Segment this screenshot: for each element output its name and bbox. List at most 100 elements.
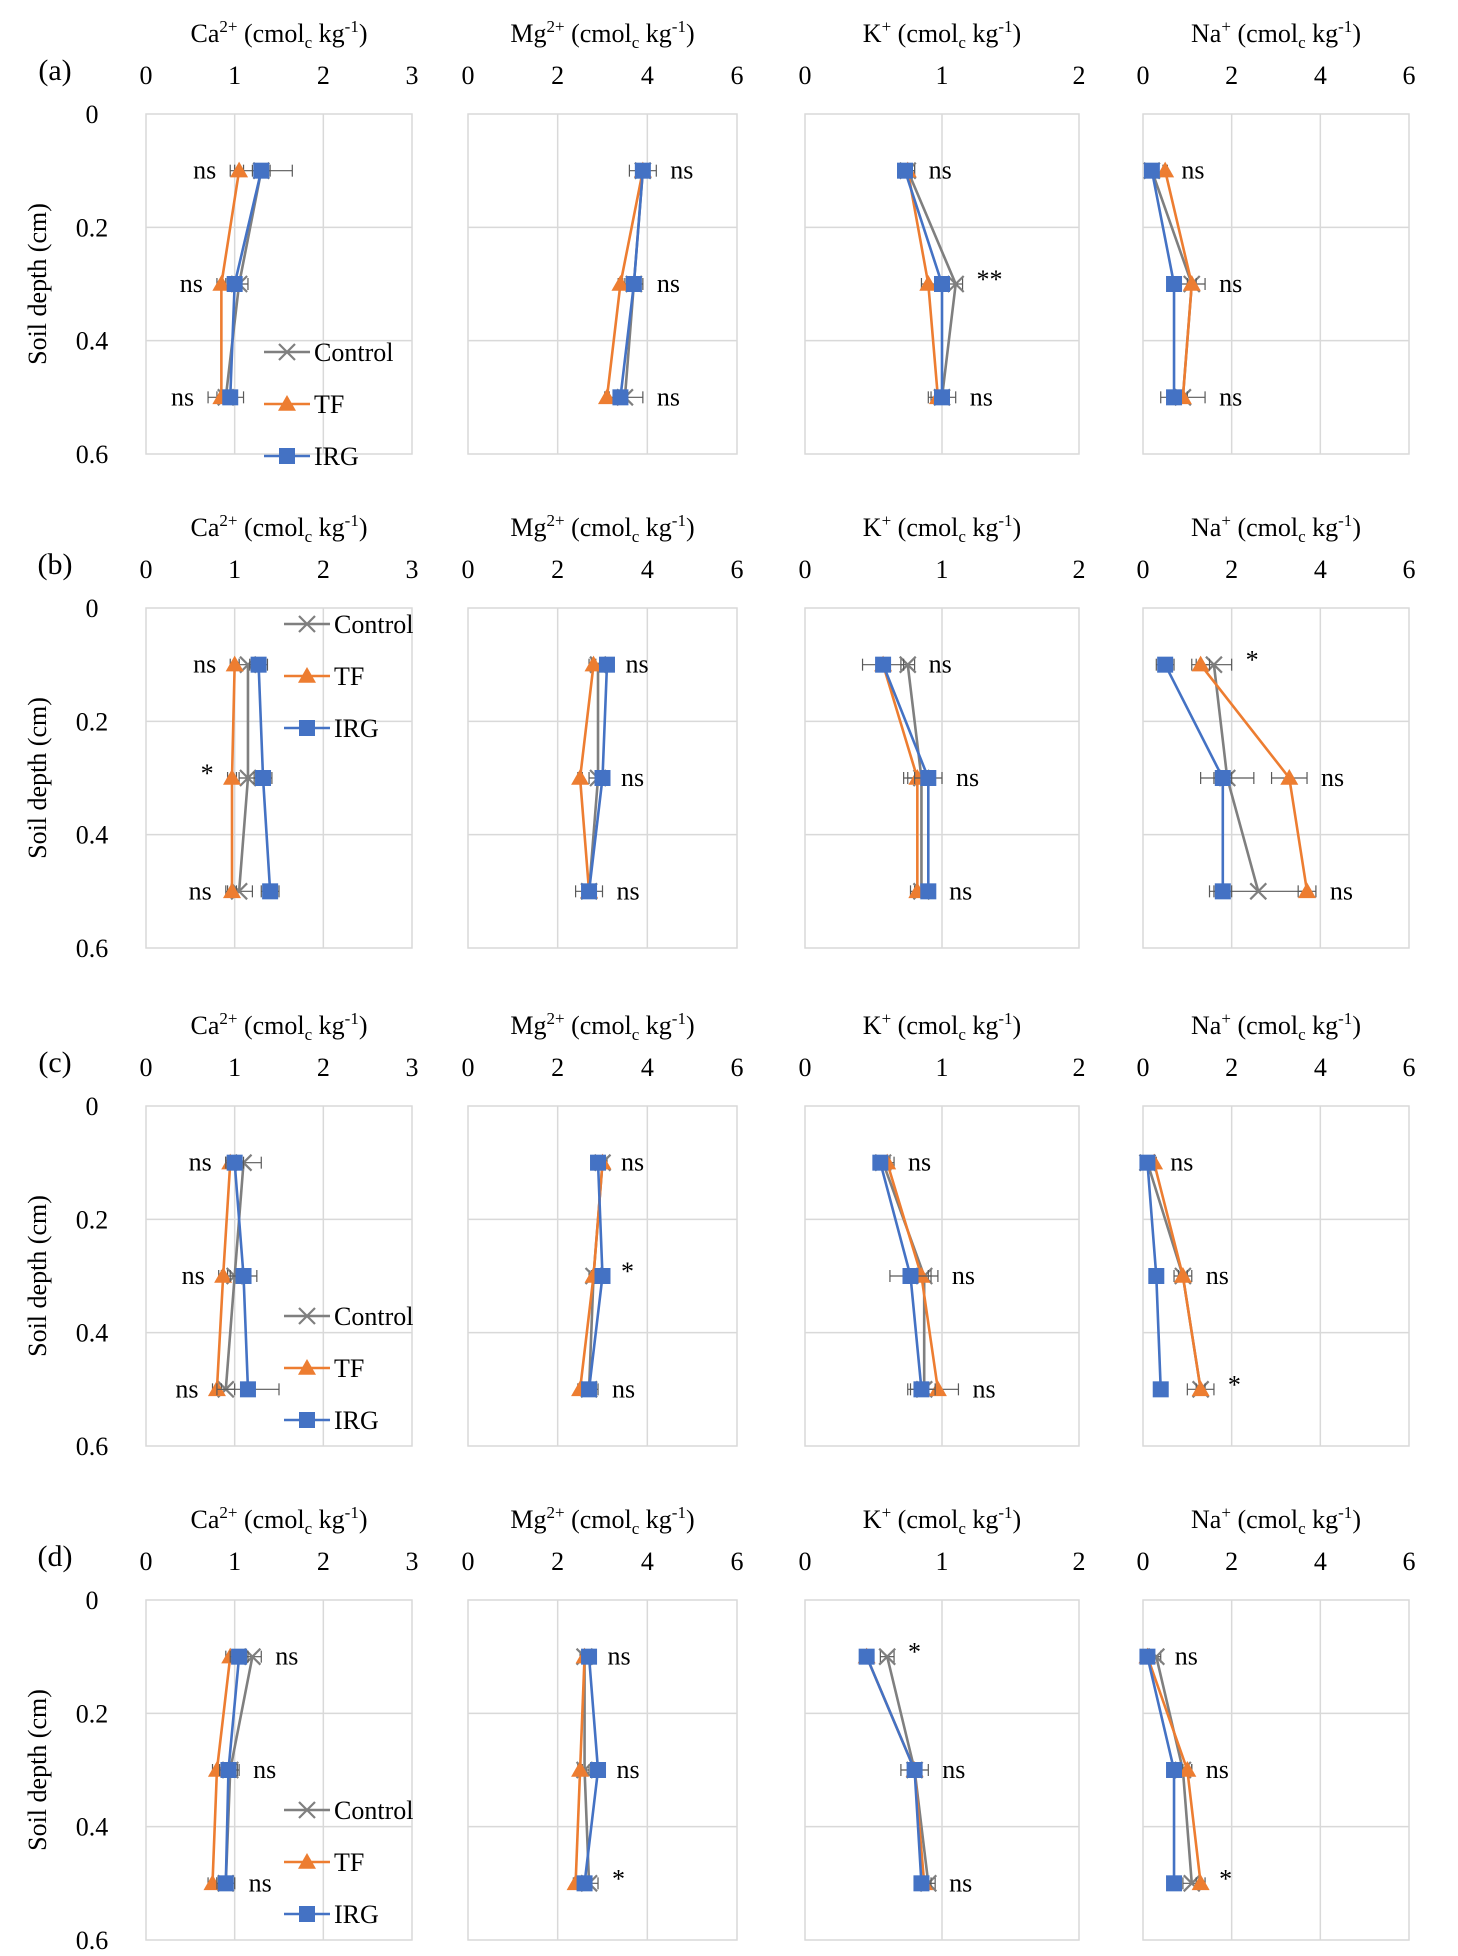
title-part: c: [958, 527, 966, 546]
series-irg: [1143, 162, 1183, 406]
data-point: [612, 389, 629, 406]
data-point: [913, 1875, 930, 1892]
title-part: Ca: [190, 19, 219, 48]
series-irg: [249, 656, 280, 900]
title-part: kg: [966, 1505, 999, 1534]
significance-label: ns: [1206, 1261, 1229, 1290]
title-part: Na: [1191, 19, 1222, 48]
legend-marker: [298, 667, 316, 683]
title-part: (cmol: [565, 1011, 632, 1040]
y-axis-label: Soil depth (cm): [23, 203, 52, 365]
title-part: (cmol: [237, 19, 304, 48]
significance-label: ns: [617, 1755, 640, 1784]
y-tick-label: 0: [86, 100, 99, 129]
panel-label: (d): [38, 1540, 73, 1573]
series-irg: [858, 1648, 930, 1892]
series-irg: [1139, 1648, 1183, 1892]
series-irg: [897, 162, 950, 406]
legend-marker: [298, 1359, 316, 1375]
data-point: [906, 1762, 923, 1778]
legend-label: IRG: [334, 1900, 379, 1929]
x-tick-label: 1: [936, 555, 949, 584]
subplot-ca: 0 1 2 3 Ca2+ (cmolc kg-1) ns ns ns: [140, 1503, 419, 1941]
data-point: [250, 656, 267, 673]
series-irg: [872, 1154, 936, 1398]
y-tick-label: 0.6: [76, 1432, 109, 1461]
significance-label: ns: [621, 1148, 644, 1177]
title-part: (cmol: [891, 1505, 958, 1534]
y-tick-label: 0.4: [76, 821, 109, 850]
x-tick-label: 6: [1403, 1547, 1416, 1576]
x-tick-label: 1: [936, 1053, 949, 1082]
title-part: ): [1013, 1505, 1022, 1534]
x-tick-label: 2: [317, 555, 330, 584]
y-tick-label: 0: [86, 594, 99, 623]
legend-label: TF: [334, 662, 364, 691]
data-point: [1143, 162, 1160, 179]
legend: Control TF IRG: [284, 1796, 413, 1929]
data-point: [598, 656, 615, 673]
title-part: K: [863, 1011, 882, 1040]
x-tick-label: 6: [1403, 61, 1416, 90]
y-tick-label: 0.2: [76, 1205, 109, 1234]
title-part: Mg: [510, 19, 546, 48]
significance-label: ns: [970, 382, 993, 411]
data-point: [919, 275, 938, 291]
legend-marker: [278, 395, 296, 411]
title-part: (cmol: [565, 1505, 632, 1534]
legend: Control TF IRG: [284, 610, 413, 743]
data-point: [584, 655, 603, 672]
title-part: c: [1298, 527, 1306, 546]
data-point: [1139, 1648, 1156, 1665]
title-part: (cmol: [891, 19, 958, 48]
significance-label: ns: [621, 763, 644, 792]
data-point: [571, 1761, 590, 1777]
significance-label: ns: [180, 269, 203, 298]
y-tick-label: 0.2: [76, 707, 109, 736]
series-irg: [216, 1154, 280, 1398]
x-tick-label: 1: [936, 1547, 949, 1576]
title-part: 2+: [546, 1503, 564, 1522]
x-tick-label: 0: [140, 61, 153, 90]
x-tick-label: 0: [462, 61, 475, 90]
x-tick-label: 0: [1137, 61, 1150, 90]
title-part: Na: [1191, 513, 1222, 542]
data-point: [231, 1648, 248, 1665]
data-point: [597, 388, 616, 405]
x-tick-label: 6: [731, 1547, 744, 1576]
x-tick-label: 4: [1314, 555, 1327, 584]
significance-label: ns: [929, 156, 952, 185]
data-point: [1166, 1762, 1183, 1778]
significance-label: ns: [625, 650, 648, 679]
title-part: (cmol: [1231, 513, 1298, 542]
title-part: c: [1298, 33, 1306, 52]
title-part: (cmol: [1231, 1505, 1298, 1534]
data-point: [571, 769, 590, 785]
data-point: [255, 770, 272, 786]
x-tick-label: 2: [551, 555, 564, 584]
data-point: [253, 162, 270, 179]
x-tick-label: 2: [1225, 1547, 1238, 1576]
subplot-title: Ca2+ (cmolc kg-1): [190, 1503, 367, 1538]
legend-marker: [278, 343, 296, 361]
y-tick-label: 0: [86, 1586, 99, 1615]
title-part: Mg: [510, 1505, 546, 1534]
data-point: [590, 1762, 607, 1778]
subplot-title: K+ (cmolc kg-1): [863, 1503, 1021, 1538]
significance-label: *: [1219, 1864, 1232, 1893]
significance-label: ns: [612, 1374, 635, 1403]
data-point: [212, 275, 231, 291]
data-point: [217, 1875, 234, 1892]
y-tick-label: 0: [86, 1092, 99, 1121]
data-point: [934, 389, 950, 406]
data-point: [934, 276, 950, 292]
significance-label: ns: [249, 1868, 272, 1897]
data-point: [875, 656, 892, 673]
title-part: ): [686, 1505, 695, 1534]
data-point: [594, 770, 611, 786]
title-part: ): [359, 1011, 368, 1040]
y-axis-label: Soil depth (cm): [23, 697, 52, 859]
data-point: [897, 162, 914, 179]
data-point: [1214, 770, 1231, 786]
